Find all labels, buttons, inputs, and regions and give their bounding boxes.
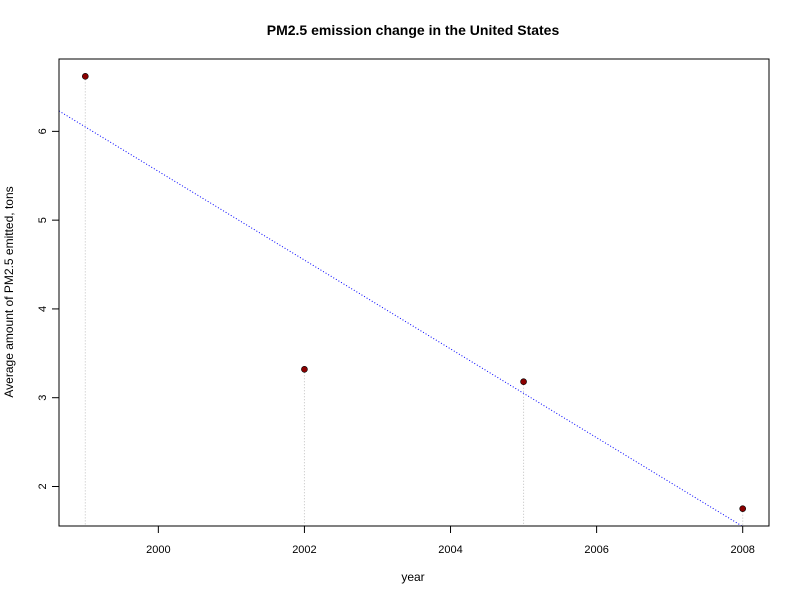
y-tick-label: 3 [37, 395, 49, 401]
data-point [301, 365, 308, 373]
x-tick-label: 2000 [146, 544, 170, 556]
trend-line [58, 110, 743, 527]
x-tick-label: 2004 [438, 544, 462, 556]
data-point [520, 378, 527, 386]
y-tick-label: 2 [37, 483, 49, 489]
y-axis-label: Average amount of PM2.5 emitted, tons [2, 186, 16, 397]
y-tick-label: 6 [37, 128, 49, 134]
y-axis: 2 3 4 5 6 [37, 128, 60, 490]
x-axis-label: year [401, 570, 424, 584]
x-axis: 2000 2002 2004 2006 2008 [146, 525, 755, 556]
y-tick-label: 5 [37, 217, 49, 223]
trend-line-group [58, 110, 743, 527]
drop-lines [84, 76, 744, 526]
x-tick-label: 2002 [292, 544, 316, 556]
x-tick-label: 2008 [730, 544, 754, 556]
data-point [81, 73, 89, 80]
y-tick-label: 4 [37, 306, 49, 312]
chart-title: PM2.5 emission change in the United Stat… [267, 22, 560, 38]
data-points [81, 73, 747, 512]
x-tick-label: 2006 [584, 544, 608, 556]
plot-frame [58, 58, 770, 527]
data-point [739, 505, 747, 512]
